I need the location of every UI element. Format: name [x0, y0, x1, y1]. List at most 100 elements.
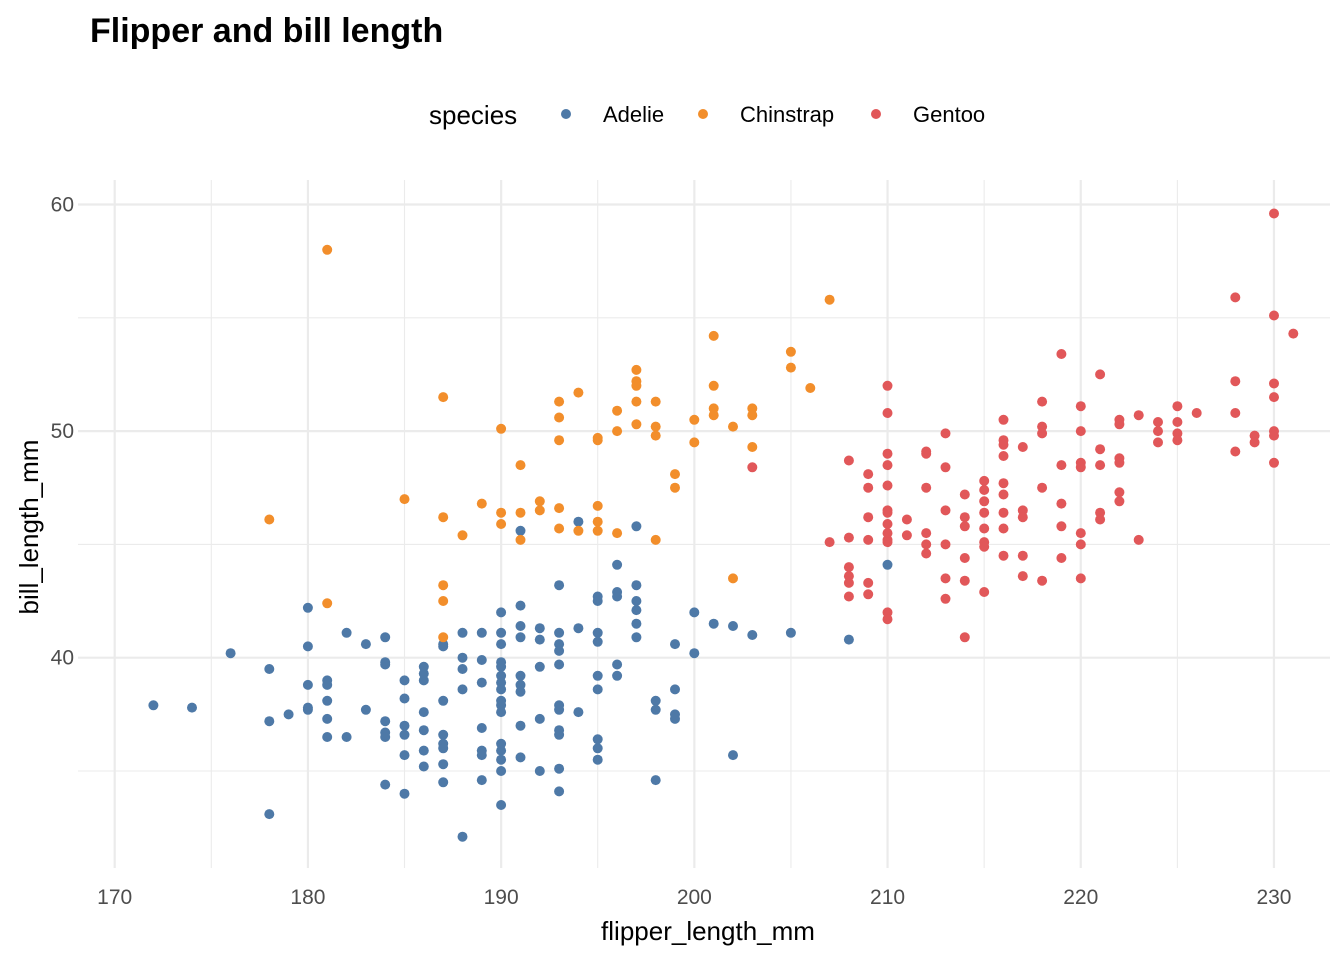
- data-point: [1056, 553, 1067, 563]
- data-point: [496, 766, 507, 776]
- data-point: [496, 800, 507, 810]
- data-point: [264, 716, 275, 727]
- x-tick-label: 210: [870, 886, 905, 909]
- data-point: [496, 423, 507, 434]
- x-tick-label: 190: [484, 886, 519, 909]
- data-point: [1056, 498, 1067, 509]
- y-tick-label: 60: [51, 193, 74, 216]
- data-point: [496, 745, 507, 756]
- legend-marker-gentoo: [871, 109, 881, 119]
- data-point: [747, 630, 758, 640]
- data-point: [863, 512, 874, 523]
- data-point: [650, 695, 661, 706]
- data-point: [592, 636, 603, 647]
- data-point: [863, 577, 874, 588]
- data-point: [1230, 292, 1241, 303]
- data-point: [979, 485, 990, 495]
- data-point: [1172, 417, 1183, 427]
- data-point: [979, 541, 990, 552]
- series-adelie: [148, 516, 893, 842]
- data-point: [998, 439, 1009, 450]
- data-point: [534, 766, 545, 776]
- data-point: [322, 713, 333, 724]
- data-point: [882, 460, 893, 471]
- data-point: [573, 516, 584, 527]
- data-point: [1075, 426, 1086, 437]
- data-point: [689, 648, 700, 659]
- data-point: [592, 435, 603, 446]
- legend: species Adelie Chinstrap Gentoo: [429, 100, 985, 130]
- x-tick-label: 200: [677, 886, 712, 909]
- data-point: [863, 534, 874, 545]
- data-point: [650, 421, 661, 432]
- data-point: [399, 693, 410, 704]
- data-point: [940, 428, 951, 439]
- data-point: [496, 754, 507, 765]
- x-tick-label: 220: [1063, 886, 1098, 909]
- data-point: [534, 713, 545, 724]
- data-point: [670, 684, 680, 695]
- series-chinstrap: [264, 244, 835, 643]
- data-point: [438, 729, 449, 740]
- data-points: [148, 208, 1299, 842]
- data-point: [515, 686, 526, 697]
- data-point: [148, 700, 159, 711]
- data-point: [380, 659, 391, 670]
- data-point: [380, 716, 391, 727]
- data-point: [438, 580, 449, 591]
- data-point: [1114, 487, 1125, 498]
- legend-marker-adelie: [561, 109, 571, 119]
- data-point: [534, 661, 545, 672]
- data-point: [1095, 369, 1106, 380]
- data-point: [708, 380, 719, 391]
- data-point: [1230, 446, 1241, 457]
- data-point: [418, 725, 429, 736]
- data-point: [554, 786, 565, 797]
- data-point: [1269, 310, 1279, 321]
- data-point: [592, 500, 603, 511]
- data-point: [380, 779, 391, 790]
- data-point: [1056, 521, 1067, 532]
- data-point: [496, 639, 507, 650]
- data-point: [1269, 457, 1279, 468]
- data-point: [1075, 573, 1086, 584]
- data-point: [476, 627, 487, 638]
- data-point: [843, 532, 854, 543]
- data-point: [785, 362, 796, 373]
- data-point: [882, 448, 893, 459]
- data-point: [921, 539, 932, 550]
- data-point: [554, 503, 565, 514]
- data-point: [302, 602, 313, 613]
- data-point: [631, 396, 642, 407]
- data-point: [1056, 460, 1067, 471]
- data-point: [476, 750, 487, 761]
- data-point: [1114, 496, 1125, 507]
- data-point: [457, 684, 468, 695]
- data-point: [998, 478, 1009, 489]
- data-point: [1095, 460, 1106, 471]
- data-point: [438, 596, 449, 606]
- data-point: [554, 704, 565, 715]
- y-tick-label: 40: [51, 647, 74, 670]
- data-point: [1075, 528, 1086, 539]
- data-point: [689, 414, 700, 425]
- data-point: [554, 435, 565, 446]
- data-point: [940, 462, 951, 473]
- data-point: [863, 482, 874, 493]
- data-point: [1114, 457, 1125, 468]
- data-point: [650, 775, 661, 786]
- data-point: [728, 421, 738, 432]
- data-point: [631, 605, 642, 616]
- data-point: [592, 516, 603, 527]
- data-point: [1172, 401, 1183, 412]
- data-point: [979, 507, 990, 518]
- data-point: [496, 627, 507, 638]
- data-point: [554, 523, 565, 534]
- data-point: [650, 704, 661, 715]
- data-point: [650, 396, 661, 407]
- data-point: [785, 346, 796, 357]
- data-point: [496, 707, 507, 718]
- data-point: [940, 593, 951, 604]
- data-point: [1075, 462, 1086, 473]
